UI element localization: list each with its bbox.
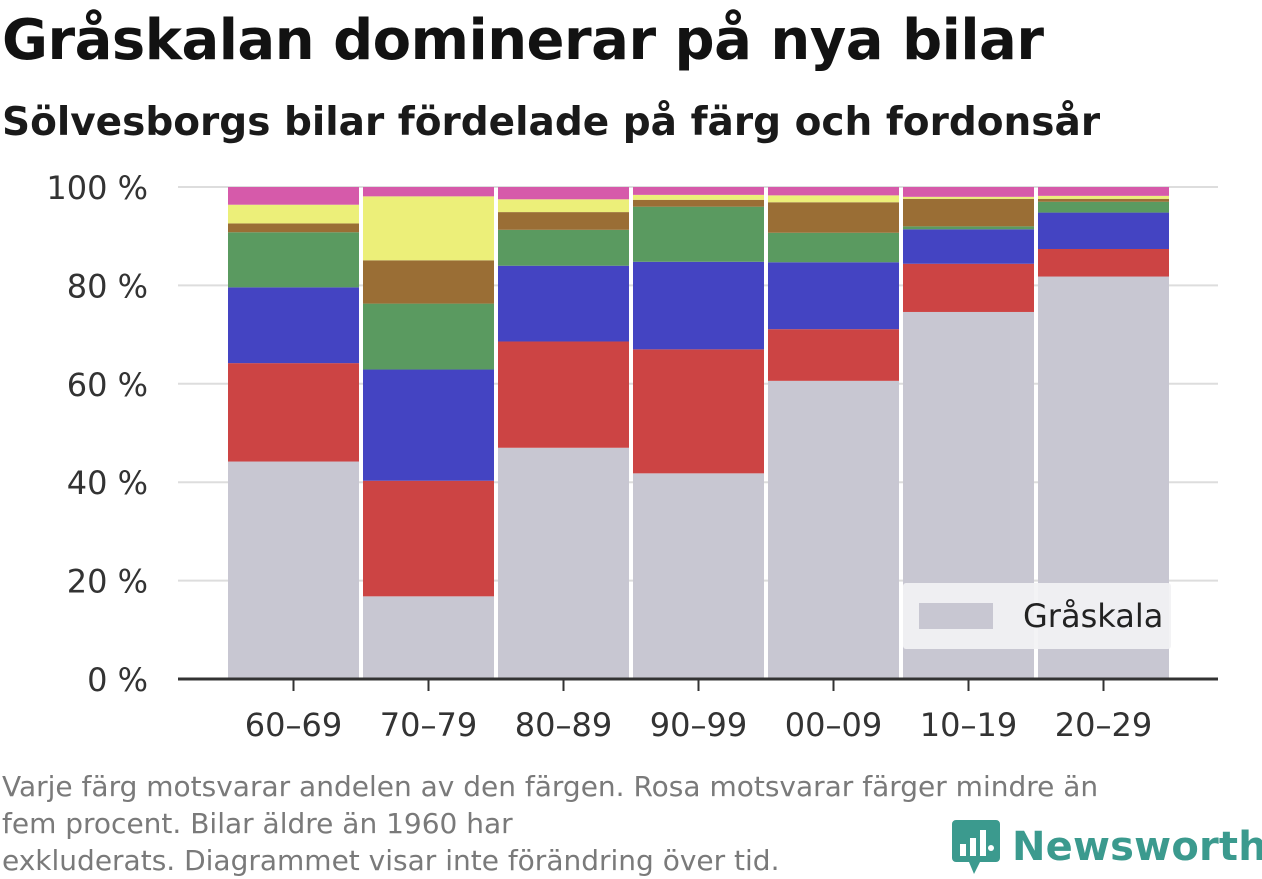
bar-segment xyxy=(363,303,494,370)
bar-segment xyxy=(633,349,764,474)
bar-segment xyxy=(498,229,629,266)
bar-segment xyxy=(633,473,764,679)
bar-segment xyxy=(768,187,899,196)
bar-segment xyxy=(228,363,359,462)
footnote: Varje färg motsvarar andelen av den färg… xyxy=(2,768,1242,879)
x-tick-label: 90–99 xyxy=(650,706,747,744)
bar-segment xyxy=(903,196,1034,199)
bar-segment xyxy=(363,196,494,261)
bar-segment xyxy=(768,195,899,203)
bar-segment xyxy=(1038,212,1169,249)
bar-segment xyxy=(498,341,629,448)
legend-label: Gråskala xyxy=(1023,597,1163,635)
bar-segment xyxy=(633,206,764,262)
y-tick-label: 20 % xyxy=(67,563,148,601)
footnote-line-1: Varje färg motsvarar andelen av den färg… xyxy=(2,770,1099,803)
bar-segment xyxy=(228,187,359,205)
brand-logo: Newsworthy xyxy=(950,818,1262,876)
bar-segment xyxy=(498,212,629,230)
newsworthy-logo-icon xyxy=(952,820,1000,874)
stacked-bar-chart: 0 % 20 % 40 % 60 % 80 % 100 % 60–69 70–79 80–89 9… xyxy=(46,169,1218,744)
chart-subtitle: Sölvesborgs bilar fördelade på färg och … xyxy=(2,100,1101,145)
bar-segment xyxy=(498,265,629,342)
chart-title: Gråskalan dominerar på nya bilar xyxy=(2,8,1044,73)
brand-name: Newsworthy xyxy=(1012,824,1262,870)
bar-segment xyxy=(363,596,494,679)
y-tick-label: 100 % xyxy=(46,169,148,207)
x-tick-label: 20–29 xyxy=(1055,706,1152,744)
bar-segment xyxy=(228,232,359,288)
x-tick-label: 70–79 xyxy=(380,706,477,744)
bar-segment xyxy=(228,223,359,233)
bar-segment xyxy=(633,187,764,195)
legend-box xyxy=(903,583,1171,649)
bar-segment xyxy=(363,187,494,197)
bar-segment xyxy=(633,261,764,350)
y-tick-label: 40 % xyxy=(67,464,148,502)
bar-segment xyxy=(903,226,1034,230)
bar-segment xyxy=(228,461,359,679)
bar-segment xyxy=(1038,198,1169,202)
footnote-line-3: exkluderats. Diagrammet visar inte förän… xyxy=(2,844,780,877)
bar-segment xyxy=(633,199,764,207)
bar-segment xyxy=(903,187,1034,197)
x-tick-label: 60–69 xyxy=(245,706,342,744)
bar-segment xyxy=(498,447,629,679)
y-tick-label: 0 % xyxy=(87,661,148,699)
bar-segment xyxy=(1038,195,1169,199)
legend-swatch xyxy=(919,603,993,629)
bar-segment xyxy=(228,287,359,364)
bar-segment xyxy=(1038,201,1169,213)
bar-segment xyxy=(633,194,764,200)
bar-segment xyxy=(768,202,899,233)
bar-segment xyxy=(768,232,899,263)
bar-segment xyxy=(363,480,494,597)
bar-segment xyxy=(498,187,629,200)
x-tick-label: 80–89 xyxy=(515,706,612,744)
x-tick-label: 00–09 xyxy=(785,706,882,744)
bar-segment xyxy=(1038,187,1169,196)
bar-segment xyxy=(768,380,899,679)
y-tick-label: 80 % xyxy=(67,267,148,305)
footnote-line-2: fem procent. Bilar äldre än 1960 har xyxy=(2,807,513,840)
y-tick-label: 60 % xyxy=(67,366,148,404)
bar-segment xyxy=(903,263,1034,312)
bar-segment xyxy=(768,262,899,330)
bar-segment xyxy=(768,329,899,381)
bar-segment xyxy=(903,229,1034,264)
bar-segment xyxy=(228,204,359,224)
bar-segment xyxy=(498,199,629,213)
bar-segment xyxy=(363,260,494,304)
bar-segment xyxy=(903,198,1034,227)
bar-segment xyxy=(1038,248,1169,277)
bar-segment xyxy=(363,369,494,481)
x-tick-label: 10–19 xyxy=(920,706,1017,744)
